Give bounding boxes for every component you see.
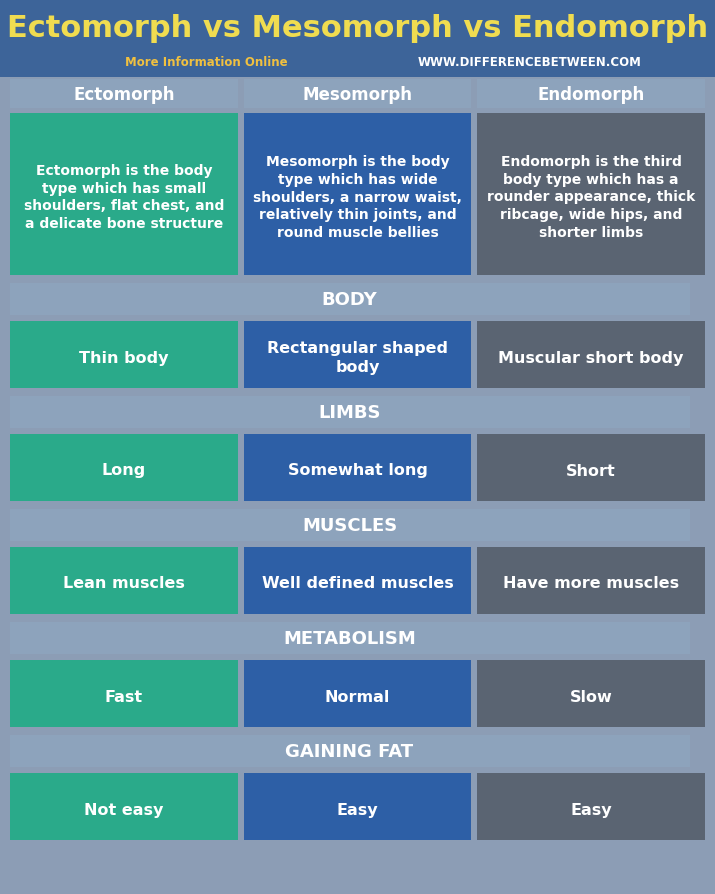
FancyBboxPatch shape <box>478 547 705 614</box>
FancyBboxPatch shape <box>244 547 471 614</box>
Text: Well defined muscles: Well defined muscles <box>262 576 453 591</box>
FancyBboxPatch shape <box>10 80 237 109</box>
FancyBboxPatch shape <box>10 773 237 840</box>
Text: GAINING FAT: GAINING FAT <box>285 742 413 760</box>
FancyBboxPatch shape <box>10 397 690 428</box>
Text: Mesomorph: Mesomorph <box>302 86 413 104</box>
Text: LIMBS: LIMBS <box>318 403 381 422</box>
FancyBboxPatch shape <box>478 434 705 502</box>
FancyBboxPatch shape <box>10 283 690 316</box>
Text: Endomorph: Endomorph <box>538 86 645 104</box>
FancyBboxPatch shape <box>244 434 471 502</box>
FancyBboxPatch shape <box>10 547 237 614</box>
Text: Not easy: Not easy <box>84 802 164 816</box>
FancyBboxPatch shape <box>0 432 715 506</box>
FancyBboxPatch shape <box>0 770 715 845</box>
Text: Easy: Easy <box>337 802 378 816</box>
FancyBboxPatch shape <box>0 318 715 393</box>
Text: Ectomorph is the body
type which has small
shoulders, flat chest, and
a delicate: Ectomorph is the body type which has sma… <box>24 164 224 231</box>
FancyBboxPatch shape <box>478 322 705 389</box>
Text: Ectomorph vs Mesomorph vs Endomorph: Ectomorph vs Mesomorph vs Endomorph <box>7 14 708 43</box>
Text: Long: Long <box>102 463 146 478</box>
FancyBboxPatch shape <box>244 114 471 275</box>
Text: Short: Short <box>566 463 616 478</box>
Text: MUSCLES: MUSCLES <box>302 517 397 535</box>
Text: Thin body: Thin body <box>79 350 169 365</box>
Text: Easy: Easy <box>571 802 612 816</box>
FancyBboxPatch shape <box>0 393 715 432</box>
FancyBboxPatch shape <box>10 661 237 727</box>
FancyBboxPatch shape <box>0 0 715 78</box>
Text: Somewhat long: Somewhat long <box>287 463 428 478</box>
Text: Normal: Normal <box>325 688 390 704</box>
FancyBboxPatch shape <box>478 773 705 840</box>
FancyBboxPatch shape <box>0 732 715 770</box>
FancyBboxPatch shape <box>0 111 715 281</box>
FancyBboxPatch shape <box>0 78 715 111</box>
FancyBboxPatch shape <box>244 80 471 109</box>
FancyBboxPatch shape <box>10 735 690 767</box>
Text: Ectomorph: Ectomorph <box>73 86 174 104</box>
Text: Slow: Slow <box>570 688 613 704</box>
FancyBboxPatch shape <box>10 510 690 542</box>
FancyBboxPatch shape <box>244 661 471 727</box>
FancyBboxPatch shape <box>10 622 690 654</box>
Text: More Information Online: More Information Online <box>124 55 295 69</box>
FancyBboxPatch shape <box>0 544 715 620</box>
Text: Muscular short body: Muscular short body <box>498 350 684 365</box>
Text: Mesomorph is the body
type which has wide
shoulders, a narrow waist,
relatively : Mesomorph is the body type which has wid… <box>253 155 462 240</box>
FancyBboxPatch shape <box>478 661 705 727</box>
FancyBboxPatch shape <box>10 434 237 502</box>
FancyBboxPatch shape <box>0 506 715 544</box>
FancyBboxPatch shape <box>0 657 715 732</box>
Text: Lean muscles: Lean muscles <box>63 576 184 591</box>
FancyBboxPatch shape <box>478 114 705 275</box>
FancyBboxPatch shape <box>244 322 471 389</box>
Text: METABOLISM: METABOLISM <box>283 629 416 647</box>
Text: Rectangular shaped
body: Rectangular shaped body <box>267 341 448 375</box>
Text: BODY: BODY <box>322 291 378 308</box>
FancyBboxPatch shape <box>478 80 705 109</box>
Text: Fast: Fast <box>105 688 143 704</box>
Text: Endomorph is the third
body type which has a
rounder appearance, thick
ribcage, : Endomorph is the third body type which h… <box>487 155 695 240</box>
FancyBboxPatch shape <box>10 114 237 275</box>
FancyBboxPatch shape <box>0 620 715 657</box>
Text: Have more muscles: Have more muscles <box>503 576 679 591</box>
FancyBboxPatch shape <box>10 322 237 389</box>
FancyBboxPatch shape <box>0 281 715 318</box>
FancyBboxPatch shape <box>244 773 471 840</box>
Text: WWW.DIFFERENCEBETWEEN.COM: WWW.DIFFERENCEBETWEEN.COM <box>418 55 641 69</box>
